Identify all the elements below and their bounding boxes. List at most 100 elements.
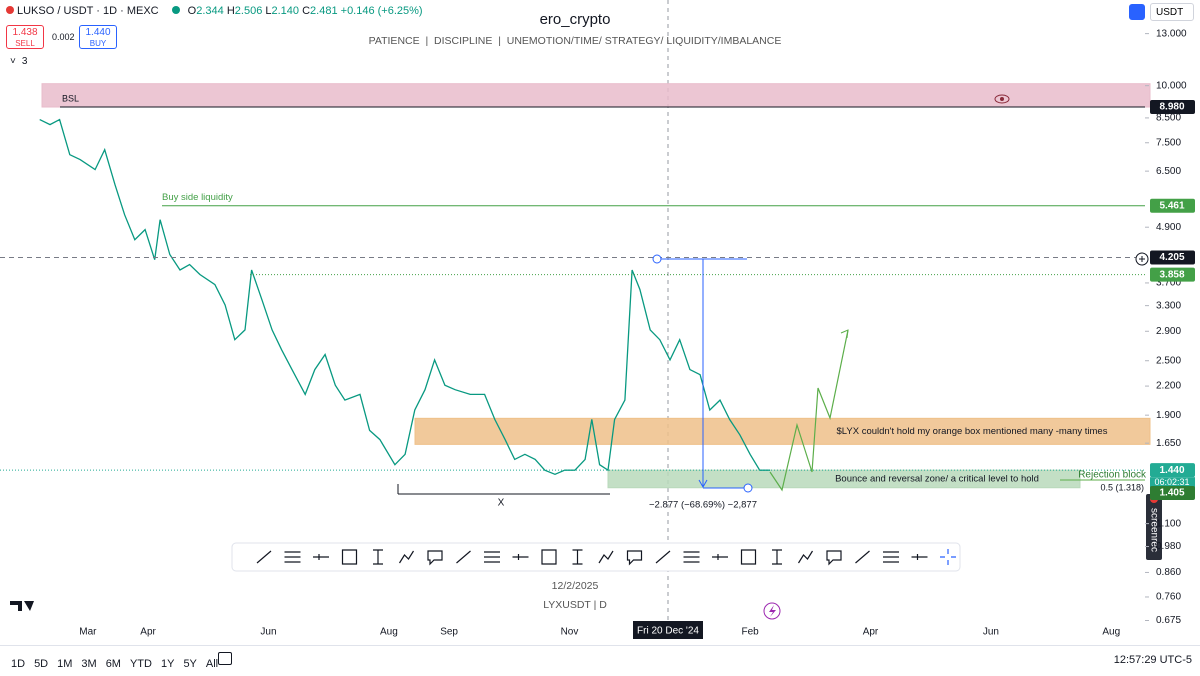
zone-label: $LYX couldn't hold my orange box mention… xyxy=(837,426,1108,437)
indicator-count: 3 xyxy=(21,56,28,67)
x-tick-label: Apr xyxy=(863,627,879,638)
tool-icon[interactable] xyxy=(855,550,870,564)
range-button[interactable]: All xyxy=(205,658,219,670)
price-label: 8.980 xyxy=(1159,102,1184,113)
chart: ero_crypto PATIENCE | DISCIPLINE | UNEMO… xyxy=(0,0,1195,639)
price-label-box xyxy=(1150,250,1195,265)
price-label-box xyxy=(1150,267,1195,282)
range-button[interactable]: 1Y xyxy=(160,658,175,670)
tool-icon[interactable] xyxy=(512,554,529,560)
price-label-box xyxy=(1150,198,1195,213)
annotation: LYXUSDT | D xyxy=(543,599,607,611)
x-tick-label: Nov xyxy=(561,627,579,638)
currency-select[interactable]: USDT xyxy=(1150,3,1194,21)
level-name: Buy side liquidity xyxy=(162,192,233,203)
chart-subtitle: PATIENCE | DISCIPLINE | UNEMOTION/TIME/ … xyxy=(369,35,782,47)
ohlc-key: H xyxy=(226,5,235,17)
y-tick-label: 6.500 xyxy=(1156,166,1181,177)
tool-icon[interactable] xyxy=(683,551,700,563)
tool-icon[interactable] xyxy=(598,550,614,564)
range-button[interactable]: 3M xyxy=(81,658,97,670)
tool-icon[interactable] xyxy=(826,550,842,566)
x-tick-label: Sep xyxy=(440,627,458,638)
zone-label: Bounce and reversal zone/ a critical lev… xyxy=(835,473,1039,484)
logo xyxy=(10,601,34,611)
change: +0.146 (+6.25%) xyxy=(340,5,423,17)
x-tick-label: Aug xyxy=(1102,627,1120,638)
zone-label: BSL xyxy=(62,93,79,103)
tool-icon[interactable] xyxy=(940,549,956,565)
tool-icon[interactable] xyxy=(484,551,500,563)
y-tick-label: 3.300 xyxy=(1156,300,1181,311)
tool-icon[interactable] xyxy=(341,549,358,565)
price-label: 3.858 xyxy=(1159,269,1184,280)
screenrec-label: screenrec xyxy=(1148,508,1159,552)
tool-icon[interactable] xyxy=(256,550,272,564)
clock: 12:57:29 UTC-5 xyxy=(1113,654,1192,666)
range-button[interactable]: 1M xyxy=(57,658,73,670)
symbol-icon xyxy=(6,6,14,14)
status-dot xyxy=(171,6,180,14)
x-tick-label: Jun xyxy=(260,627,276,638)
tool-icon[interactable] xyxy=(284,551,301,563)
tool-icon[interactable] xyxy=(313,554,329,560)
sell-label: SELL xyxy=(15,39,35,48)
tool-icon[interactable] xyxy=(398,550,415,564)
drawing-toolbar xyxy=(231,542,961,572)
tool-icon[interactable] xyxy=(740,549,757,565)
range-button[interactable]: YTD xyxy=(129,658,152,670)
range-button[interactable]: 5D xyxy=(34,658,49,670)
date-range-button[interactable] xyxy=(218,652,232,665)
symbol-row: LUKSO / USDT · 1D · MEXC O2.344 H2.506 L… xyxy=(6,5,423,17)
x-tick-label: Mar xyxy=(79,627,97,638)
tool-icon[interactable] xyxy=(427,550,443,566)
symbol: LUKSO / USDT · 1D · MEXC xyxy=(17,5,159,17)
y-tick-label: 7.500 xyxy=(1156,137,1181,148)
tool-icon[interactable] xyxy=(456,550,471,564)
tool-icon[interactable] xyxy=(373,549,383,565)
x-tick-label: Apr xyxy=(140,627,156,638)
range-button[interactable]: 1D xyxy=(11,658,26,670)
annotation: 0.5 (1.318) xyxy=(1100,482,1144,492)
y-tick-label: 0.760 xyxy=(1156,592,1181,603)
buy-button[interactable]: 1.440 BUY xyxy=(79,25,117,49)
chart-title: ero_crypto xyxy=(540,11,611,28)
crosshair-date: Fri 20 Dec '24 xyxy=(637,626,699,637)
tool-icon[interactable] xyxy=(712,554,728,560)
tool-icon[interactable] xyxy=(911,554,928,560)
sell-button[interactable]: 1.438 SELL xyxy=(6,25,44,49)
tool-icon[interactable] xyxy=(626,550,643,566)
bottom-bar: 1D 5D 1M 3M 6M YTD 1Y 5Y All 12:57:29 UTC-5 xyxy=(0,645,1200,676)
price-label: 5.461 xyxy=(1159,200,1184,211)
drawings xyxy=(397,94,1149,495)
indicators-toggle[interactable]: ˅ 3 xyxy=(10,56,28,67)
compare-button[interactable] xyxy=(1129,4,1145,20)
y-tick-label: 0.980 xyxy=(1156,541,1181,552)
price-line xyxy=(39,118,770,476)
ohlc-key: C xyxy=(302,5,311,17)
y-tick-label: 1.900 xyxy=(1156,410,1181,421)
ohlc-key: O xyxy=(187,5,197,17)
range-button[interactable]: 6M xyxy=(105,658,121,670)
eye-icon xyxy=(994,94,1010,104)
tool-icon[interactable] xyxy=(883,551,899,563)
crosshair-plus xyxy=(1139,256,1145,262)
forecast-path xyxy=(769,329,849,492)
price-label: 1.405 xyxy=(1159,488,1184,499)
tool-icon[interactable] xyxy=(572,549,583,565)
ohlc-key: L xyxy=(265,5,272,17)
countdown-box xyxy=(1150,477,1195,489)
countdown: 06:02:31 xyxy=(1154,477,1189,487)
measure-label: −2.877 (−68.69%) −2,877 xyxy=(649,500,757,511)
annotation: X xyxy=(498,498,505,509)
x-tick-label: Feb xyxy=(741,627,759,638)
tool-icon[interactable] xyxy=(655,550,671,564)
range-button[interactable]: 5Y xyxy=(183,658,197,670)
tool-icon[interactable] xyxy=(797,550,814,564)
forecast-arrowhead xyxy=(840,329,849,339)
y-tick-label: 2.900 xyxy=(1156,326,1181,337)
tool-icon[interactable] xyxy=(541,549,557,565)
tool-icon[interactable] xyxy=(772,549,782,565)
toolbar-icons xyxy=(256,549,956,566)
